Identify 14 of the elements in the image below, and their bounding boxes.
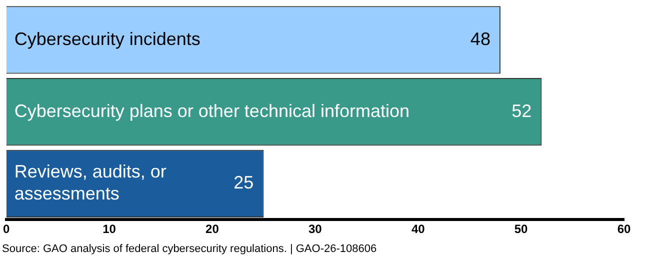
x-tick-label: 60 — [617, 222, 631, 236]
source-note: Source: GAO analysis of federal cybersecurity regulations. | GAO-26-108606 — [2, 243, 377, 255]
x-tick-label: 10 — [102, 222, 116, 236]
y-tick-label: Reviews, audits, or assessments — [14, 162, 166, 204]
data-label: 52 — [512, 100, 532, 121]
data-label: 48 — [470, 28, 490, 49]
x-tick-label: 50 — [514, 222, 528, 236]
x-tick-label: 0 — [2, 222, 10, 236]
y-tick-label: Cybersecurity incidents — [14, 28, 200, 49]
x-tick-label: 20 — [206, 222, 220, 236]
data-label: 25 — [234, 172, 254, 193]
y-tick-label: Cybersecurity plans or other technical information — [14, 100, 410, 121]
x-tick-label: 30 — [308, 222, 322, 236]
x-tick-label: 40 — [411, 222, 426, 236]
